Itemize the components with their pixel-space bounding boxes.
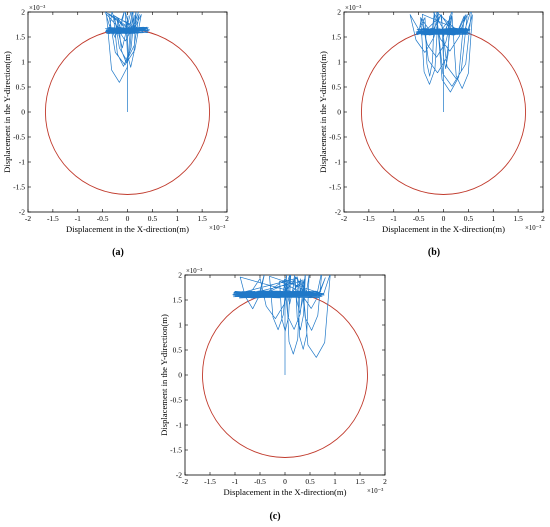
y-tick-label: 0.5	[16, 83, 26, 92]
trajectory-line	[409, 12, 473, 112]
x-tick-label: 0.5	[464, 214, 474, 223]
y-tick-label: -2	[335, 208, 341, 217]
x-tick-label: 1	[333, 477, 337, 486]
y-tick-label: -1	[335, 158, 341, 167]
x-tick-label: -1	[232, 477, 238, 486]
panel-label: (b)	[428, 247, 440, 258]
y-tick-label: -1.5	[170, 446, 182, 455]
y-tick-label: -0.5	[13, 133, 25, 142]
x-tick-label: -1	[75, 214, 81, 223]
y-tick-label: -1	[19, 158, 25, 167]
y-axis-exponent: ×10⁻³	[345, 5, 361, 12]
x-tick-label: -2	[341, 214, 347, 223]
x-tick-label: -0.5	[413, 214, 425, 223]
x-tick-label: 1.5	[513, 214, 523, 223]
x-tick-label: -0.5	[254, 477, 266, 486]
y-axis-exponent: ×10⁻³	[29, 5, 45, 12]
y-tick-label: 1	[21, 58, 25, 67]
y-axis-exponent: ×10⁻³	[186, 268, 202, 275]
y-tick-label: 1	[337, 58, 341, 67]
x-tick-label: -1.5	[363, 214, 375, 223]
x-axis-title: Displacement in the X-direction(m)	[66, 224, 189, 234]
x-tick-label: -1	[391, 214, 397, 223]
x-tick-label: 2	[383, 477, 387, 486]
x-tick-label: 1	[175, 214, 179, 223]
y-tick-label: 1.5	[173, 296, 183, 305]
x-axis-exponent: ×10⁻³	[209, 225, 225, 232]
y-axis-title: Displacement in the Y-direction(m)	[2, 51, 12, 173]
x-tick-label: -1.5	[47, 214, 59, 223]
x-tick-label: 0	[283, 477, 287, 486]
y-tick-label: 0	[337, 108, 341, 117]
x-axis-title: Displacement in the X-direction(m)	[224, 487, 347, 497]
chart-panel-1: -2 -1.5 -1 -0.5 0 0.5 1 1.5 2 -2 -1.5 -1 -0.5 0 0.5 1 1.…	[2, 5, 229, 258]
y-tick-label: 1	[178, 321, 182, 330]
y-tick-label: -2	[176, 471, 182, 480]
y-tick-label: -1.5	[329, 183, 341, 192]
chart-panel-2: -2 -1.5 -1 -0.5 0 0.5 1 1.5 2 -2 -1.5 -1 -0.5 0 0.5 1 1.…	[318, 5, 545, 258]
y-tick-label: 0	[21, 108, 25, 117]
x-tick-label: 1	[491, 214, 495, 223]
y-tick-label: 2	[337, 8, 341, 17]
y-tick-label: 0	[178, 371, 182, 380]
y-tick-label: 1.5	[16, 33, 26, 42]
x-tick-label: 0.5	[305, 477, 315, 486]
x-tick-label: -2	[182, 477, 188, 486]
y-tick-label: 2	[178, 271, 182, 280]
x-tick-label: -1.5	[204, 477, 216, 486]
x-axis-exponent: ×10⁻³	[367, 488, 383, 495]
chart-panel-3: -2 -1.5 -1 -0.5 0 0.5 1 1.5 2 -2 -1.5 -1 -0.5 0 0.5 1 1.…	[159, 268, 387, 522]
x-tick-label: -2	[25, 214, 31, 223]
trajectory-line	[105, 12, 150, 112]
y-tick-label: -2	[19, 208, 25, 217]
y-axis-title: Displacement in the Y-direction(m)	[159, 314, 169, 436]
y-tick-label: -1.5	[13, 183, 25, 192]
y-tick-label: -1	[176, 421, 182, 430]
x-tick-label: 0	[126, 214, 130, 223]
x-tick-label: 2	[225, 214, 229, 223]
x-tick-label: 0.5	[148, 214, 158, 223]
y-tick-label: 0.5	[173, 346, 183, 355]
y-tick-label: 0.5	[332, 83, 342, 92]
panel-label: (c)	[269, 511, 280, 522]
x-tick-label: 0	[442, 214, 446, 223]
x-tick-label: 1.5	[355, 477, 365, 486]
y-tick-label: -0.5	[170, 396, 182, 405]
trajectory-line	[232, 275, 331, 375]
x-tick-label: 1.5	[197, 214, 207, 223]
x-axis-exponent: ×10⁻³	[525, 225, 541, 232]
x-tick-label: -0.5	[97, 214, 109, 223]
y-tick-label: 1.5	[332, 33, 342, 42]
y-axis-title: Displacement in the Y-direction(m)	[318, 51, 328, 173]
x-tick-label: 2	[541, 214, 545, 223]
x-axis-title: Displacement in the X-direction(m)	[382, 224, 505, 234]
y-tick-label: -0.5	[329, 133, 341, 142]
panel-label: (a)	[112, 247, 124, 258]
y-tick-label: 2	[21, 8, 25, 17]
